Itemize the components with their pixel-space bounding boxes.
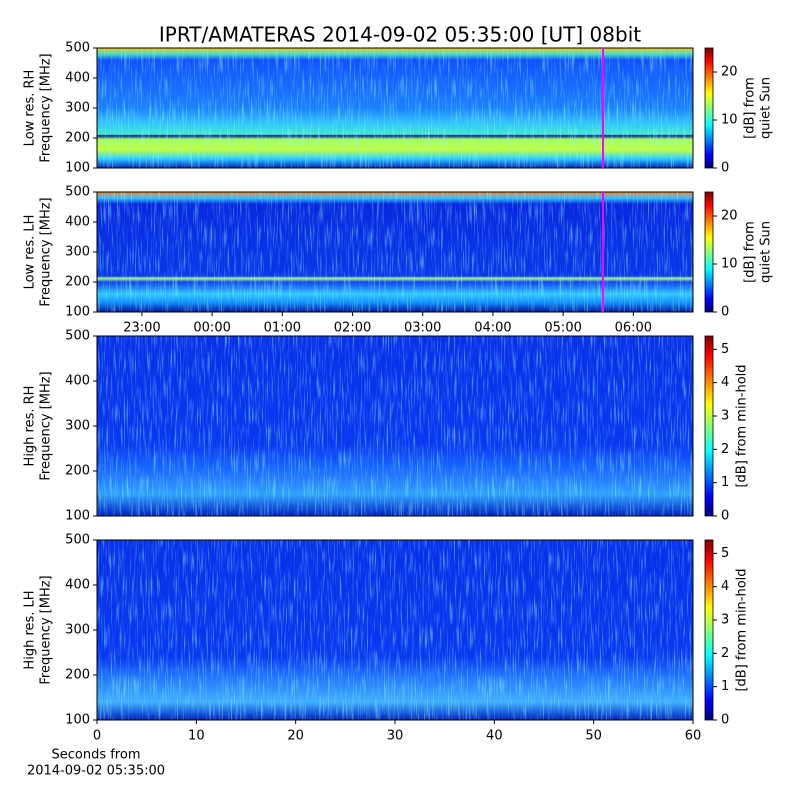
y-tick-label: 500 — [65, 329, 90, 344]
colorbar — [704, 47, 714, 169]
x-tick-label: 00:00 — [193, 321, 230, 336]
y-tick-label: 100 — [65, 713, 90, 728]
y-axis-label: Frequency [MHz] — [39, 197, 54, 306]
colorbar-tick-label: 4 — [721, 579, 729, 594]
y-tick-label: 200 — [65, 668, 90, 683]
y-tick-label: 100 — [65, 509, 90, 524]
x-tick-label: 20 — [287, 729, 304, 744]
x-tick-label: 05:00 — [544, 321, 581, 336]
y-tick-label: 100 — [65, 161, 90, 176]
y-axis-label: Low res. LH — [23, 215, 38, 290]
colorbar-label: [dB] from — [743, 77, 758, 139]
colorbar-tick-label: 2 — [721, 646, 729, 661]
spectrogram-texture — [97, 48, 693, 168]
colorbar-tick-label: 3 — [721, 409, 729, 424]
x-tick-label: 0 — [93, 729, 101, 744]
colorbar-tick-label: 0 — [721, 509, 729, 524]
colorbar-tick-label: 5 — [721, 546, 729, 561]
y-axis-label: Low res. RH — [23, 70, 38, 147]
spectrogram-texture — [97, 336, 693, 516]
colorbar-tick-label: 0 — [721, 161, 729, 176]
x-tick-label: 60 — [685, 729, 702, 744]
colorbar-tick-label: 20 — [721, 209, 738, 224]
y-tick-label: 300 — [65, 623, 90, 638]
spectrogram-texture — [97, 540, 693, 720]
y-tick-label: 400 — [65, 578, 90, 593]
colorbar-tick-label: 4 — [721, 375, 729, 390]
x-tick-label: 40 — [486, 729, 503, 744]
spectrogram-texture — [97, 192, 693, 312]
x-tick-label: 04:00 — [474, 321, 511, 336]
y-tick-label: 100 — [65, 305, 90, 320]
y-tick-label: 500 — [65, 41, 90, 56]
colorbar-label: [dB] from min-hold — [735, 568, 750, 691]
colorbar-tick-label: 1 — [721, 475, 729, 490]
colorbar-label: quiet Sun — [759, 77, 774, 139]
x-axis-label: Seconds from — [51, 748, 140, 763]
colorbar — [704, 335, 714, 517]
colorbar-tick-label: 0 — [721, 305, 729, 320]
colorbar-tick-label: 3 — [721, 613, 729, 628]
y-axis-label: High res. LH — [23, 590, 38, 669]
y-tick-label: 200 — [65, 275, 90, 290]
colorbar-tick-label: 10 — [721, 257, 738, 272]
x-tick-label: 03:00 — [404, 321, 441, 336]
x-tick-label: 23:00 — [123, 321, 160, 336]
x-axis-label: 2014-09-02 05:35:00 — [27, 764, 165, 779]
x-tick-label: 10 — [188, 729, 205, 744]
y-tick-label: 500 — [65, 533, 90, 548]
y-tick-label: 400 — [65, 374, 90, 389]
y-tick-label: 500 — [65, 185, 90, 200]
y-tick-label: 300 — [65, 101, 90, 116]
colorbar-tick-label: 2 — [721, 442, 729, 457]
colorbar-label: quiet Sun — [759, 221, 774, 283]
colorbar-label: [dB] from min-hold — [735, 364, 750, 487]
y-tick-label: 300 — [65, 419, 90, 434]
x-tick-label: 30 — [387, 729, 404, 744]
colorbar — [704, 191, 714, 313]
y-tick-label: 400 — [65, 71, 90, 86]
colorbar-tick-label: 1 — [721, 679, 729, 694]
y-axis-label: Frequency [MHz] — [39, 575, 54, 684]
y-tick-label: 300 — [65, 245, 90, 260]
y-axis-label: Frequency [MHz] — [39, 371, 54, 480]
colorbar-tick-label: 0 — [721, 713, 729, 728]
colorbar-tick-label: 5 — [721, 342, 729, 357]
colorbar-tick-label: 10 — [721, 113, 738, 128]
x-tick-label: 01:00 — [264, 321, 301, 336]
x-tick-label: 06:00 — [615, 321, 652, 336]
y-axis-label: Frequency [MHz] — [39, 53, 54, 162]
y-tick-label: 200 — [65, 131, 90, 146]
x-tick-label: 50 — [585, 729, 602, 744]
colorbar — [704, 539, 714, 721]
y-tick-label: 200 — [65, 464, 90, 479]
chart-title: IPRT/AMATERAS 2014-09-02 05:35:00 [UT] 0… — [159, 23, 641, 47]
y-axis-label: High res. RH — [23, 386, 38, 467]
x-tick-label: 02:00 — [334, 321, 371, 336]
y-tick-label: 400 — [65, 215, 90, 230]
colorbar-label: [dB] from — [743, 221, 758, 283]
colorbar-tick-label: 20 — [721, 65, 738, 80]
